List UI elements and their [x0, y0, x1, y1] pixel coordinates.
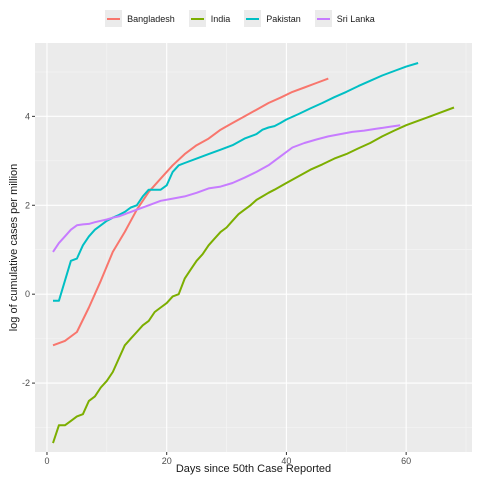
series-line-sri-lanka: [52, 124, 401, 253]
minor-gridlines: [35, 43, 472, 452]
legend-label: India: [210, 13, 231, 24]
y-tick-label: -2: [22, 378, 30, 388]
y-tick-label: 0: [25, 289, 30, 299]
x-tick-label: 0: [44, 456, 49, 466]
legend-item: Sri Lanka: [314, 10, 375, 27]
legend-label: Pakistan: [266, 13, 301, 24]
series-line-pakistan: [53, 62, 419, 302]
major-gridlines: [35, 43, 472, 452]
series-line-india: [52, 106, 455, 444]
x-tick-label: 20: [162, 456, 172, 466]
legend-key: [314, 10, 332, 27]
legend-swatch: [246, 17, 260, 20]
series-lines: [52, 62, 455, 444]
series-line-bangladesh: [52, 77, 329, 347]
y-axis-title: log of cumulative cases per million: [8, 164, 20, 332]
legend-key: [105, 10, 123, 27]
legend-item: Pakistan: [244, 10, 301, 27]
axis-tick-labels: 0 20 40 60 -2 0 2 4: [22, 111, 411, 466]
legend-swatch: [190, 17, 204, 20]
x-tick-label: 60: [401, 456, 411, 466]
legend-label: Bangladesh: [127, 13, 175, 24]
legend-key: [244, 10, 262, 27]
legend-item: India: [188, 10, 231, 27]
x-tick-label: 40: [281, 456, 291, 466]
legend-swatch: [107, 17, 121, 20]
y-tick-label: 2: [25, 200, 30, 210]
axis-ticks: [32, 115, 407, 455]
legend-label: Sri Lanka: [336, 13, 375, 24]
legend-swatch: [316, 17, 330, 20]
legend-item: Bangladesh: [105, 10, 175, 27]
legend: Bangladesh India Pakistan Sri Lanka: [0, 10, 480, 27]
y-tick-label: 4: [25, 111, 30, 121]
legend-key: [188, 10, 206, 27]
x-axis-title: Days since 50th Case Reported: [176, 463, 331, 475]
